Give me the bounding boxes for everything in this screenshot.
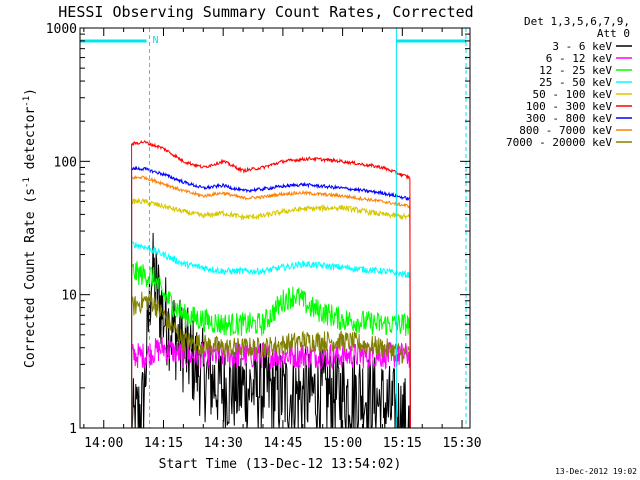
legend-label: 7000 - 20000 keV xyxy=(506,136,612,149)
x-tick-label: 15:15 xyxy=(383,436,422,451)
legend-header-line-1: Det 1,3,5,6,7,9, xyxy=(524,15,630,28)
legend-label: 25 - 50 keV xyxy=(539,76,612,89)
series-line-7000-20000-keV xyxy=(131,291,411,428)
x-tick-label: 15:30 xyxy=(442,436,481,451)
chart-title: HESSI Observing Summary Count Rates, Cor… xyxy=(58,3,473,21)
y-tick-label: 100 xyxy=(54,155,77,170)
x-tick-label: 14:30 xyxy=(204,436,243,451)
timestamp: 13-Dec-2012 19:02 xyxy=(555,467,637,476)
y-tick-label: 10 xyxy=(61,289,77,304)
legend-label: 800 - 7000 keV xyxy=(519,124,612,137)
legend-label: 3 - 6 keV xyxy=(552,40,612,53)
series-line-6-12-keV xyxy=(131,337,411,428)
x-axis-label: Start Time (13-Dec-12 13:54:02) xyxy=(159,457,402,472)
y-tick-label: 1 xyxy=(69,422,77,437)
series-line-50-100-keV xyxy=(131,197,411,428)
annotation-label: N xyxy=(153,35,159,46)
series-line-25-50-keV xyxy=(131,240,411,428)
x-tick-label: 14:15 xyxy=(144,436,183,451)
series-line-12-25-keV xyxy=(131,261,411,428)
legend-label: 50 - 100 keV xyxy=(533,88,613,101)
legend-label: 100 - 300 keV xyxy=(526,100,612,113)
x-tick-label: 15:00 xyxy=(323,436,362,451)
series-line-800-7000-keV xyxy=(131,175,411,428)
legend-label: 12 - 25 keV xyxy=(539,64,612,77)
series-line-300-800-keV xyxy=(131,165,411,428)
plot-frame xyxy=(79,27,471,429)
y-tick-label: 1000 xyxy=(46,22,77,37)
legend-label: 300 - 800 keV xyxy=(526,112,612,125)
legend-label: 6 - 12 keV xyxy=(546,52,613,65)
legend-header-line-2: Att 0 xyxy=(597,27,630,40)
x-tick-label: 14:45 xyxy=(263,436,302,451)
x-tick-label: 14:00 xyxy=(84,436,123,451)
series-line-100-300-keV xyxy=(131,139,411,428)
y-axis-label: Corrected Count Rate (s-1 detector-1) xyxy=(22,88,38,368)
